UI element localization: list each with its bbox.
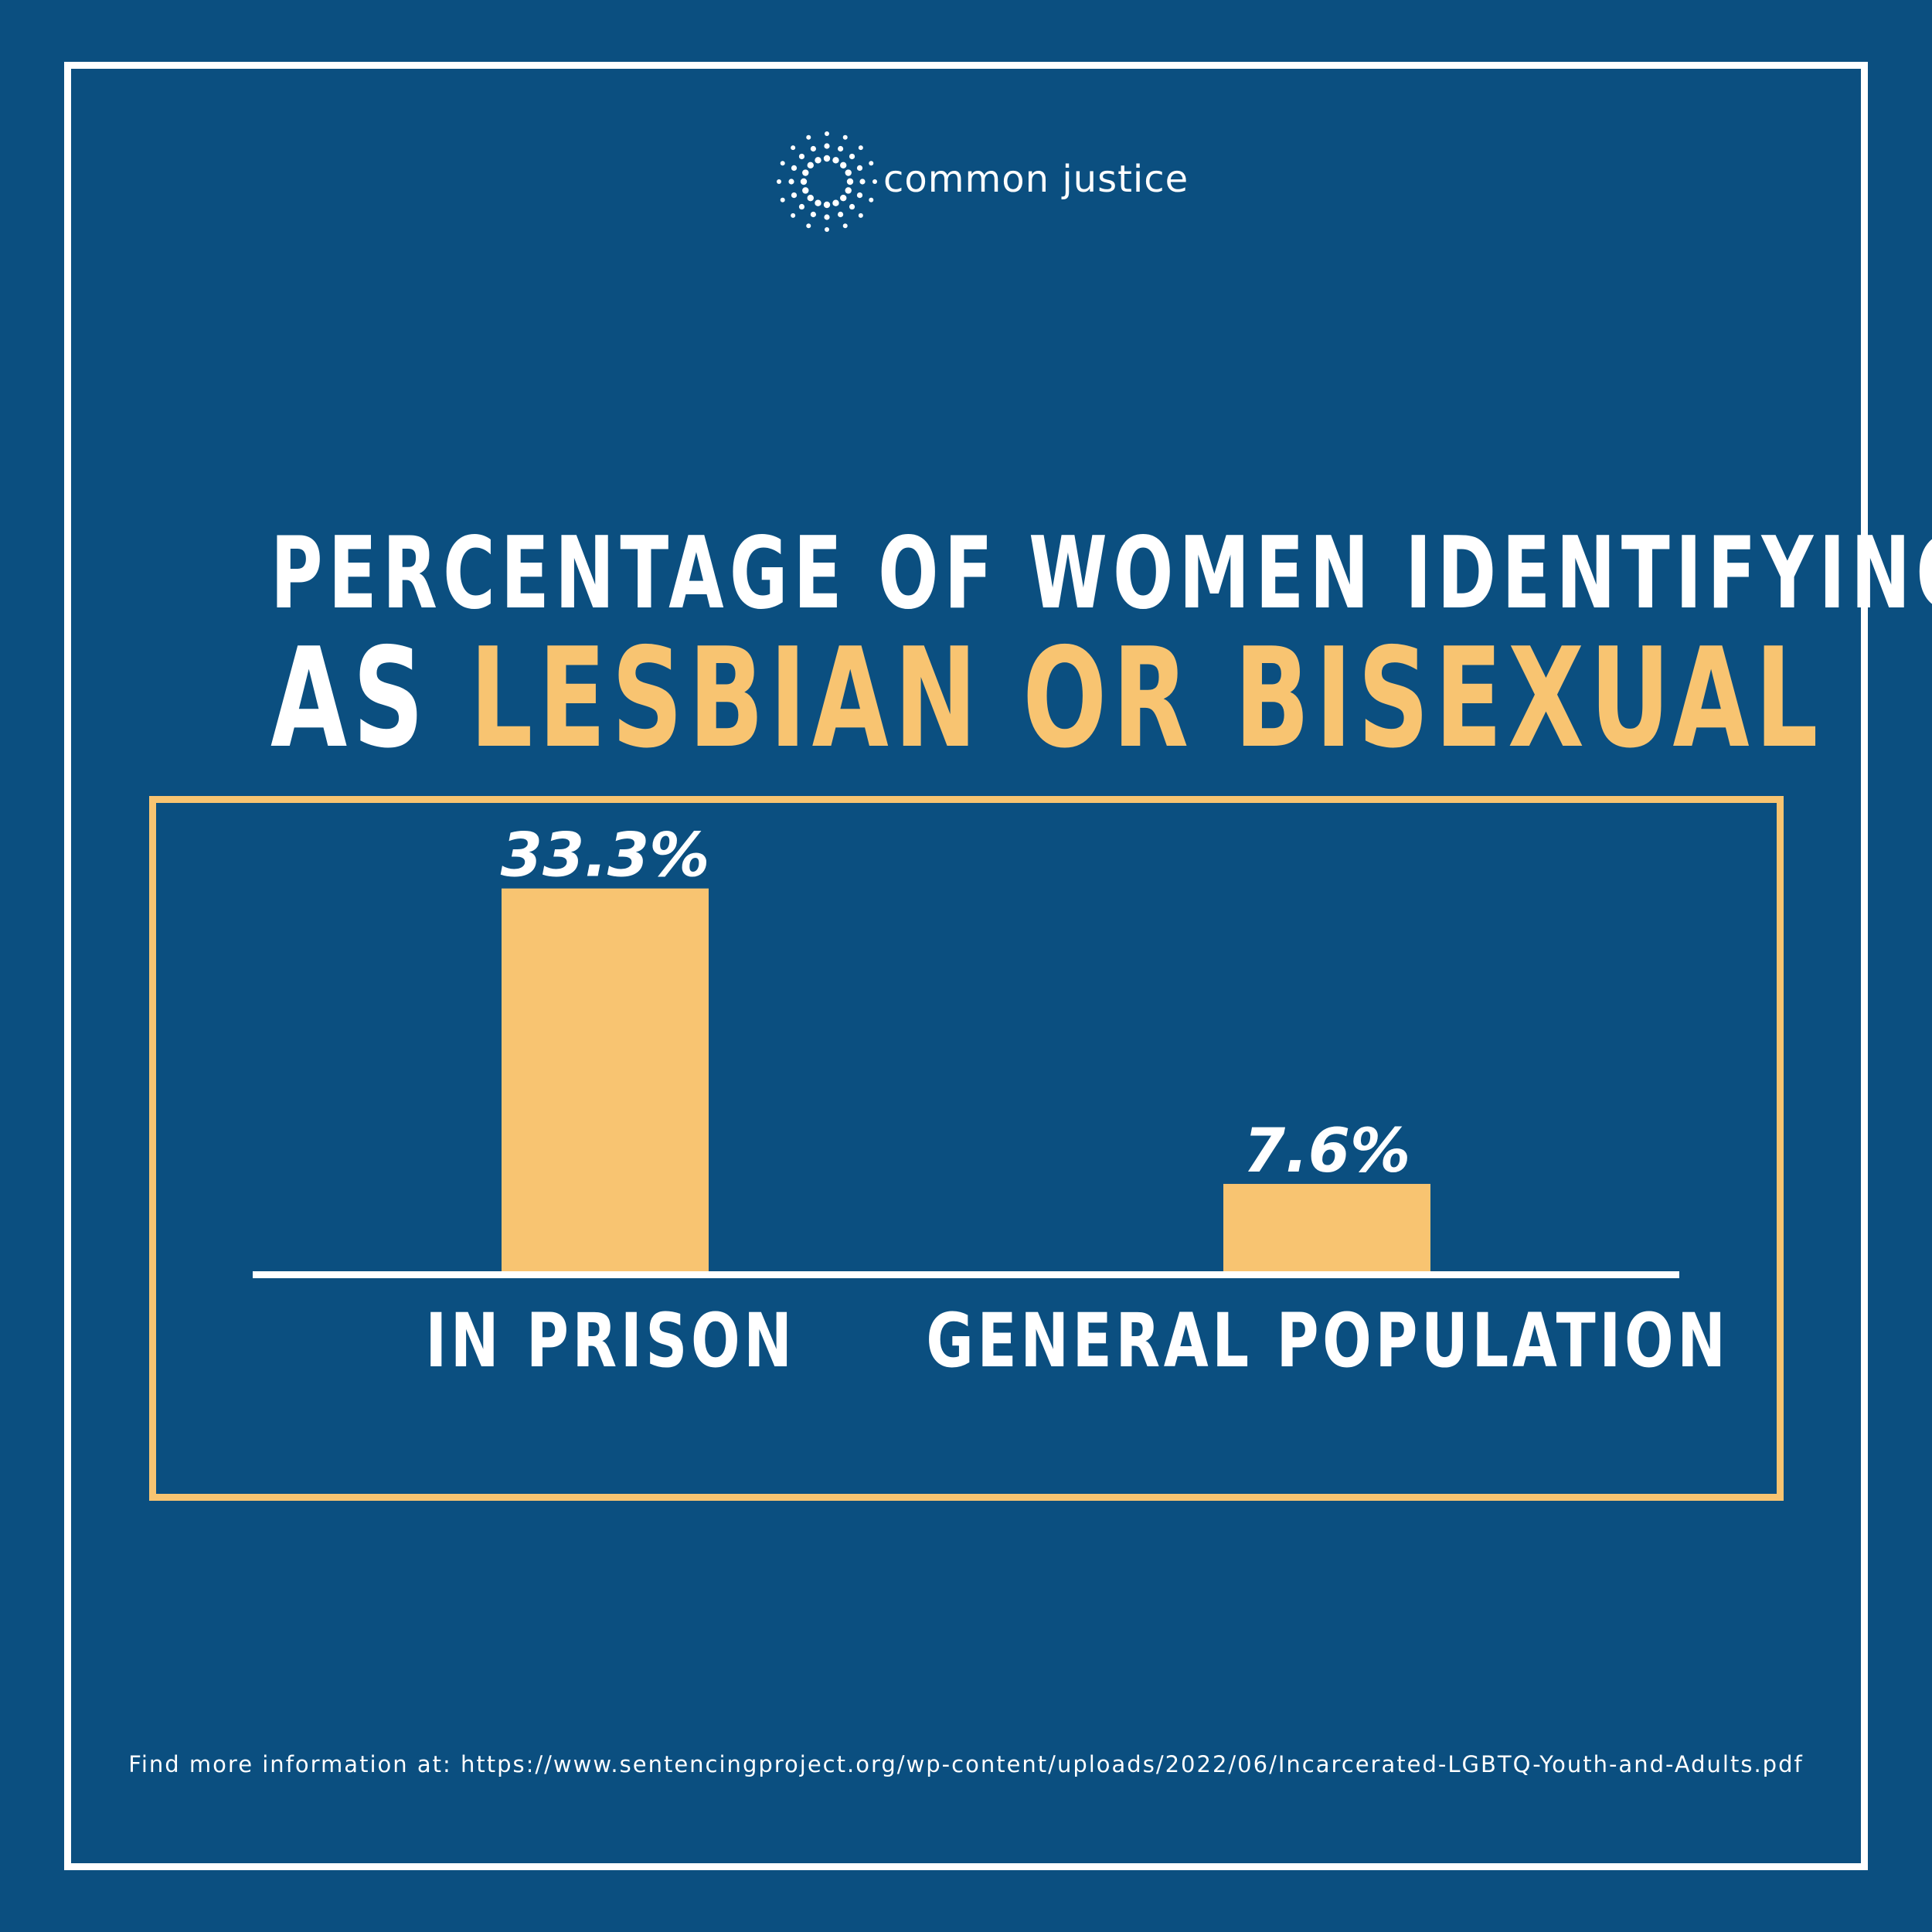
logo-dot xyxy=(823,155,831,162)
logo-dot xyxy=(802,169,809,176)
logo-dot xyxy=(849,153,855,160)
logo-dot xyxy=(806,223,811,229)
logo-dot xyxy=(869,197,874,202)
source-footnote: Find more information at: https://www.se… xyxy=(128,1751,1804,1777)
starburst-dots-icon xyxy=(777,131,877,232)
logo-dot xyxy=(824,214,830,220)
logo-dot xyxy=(825,131,829,136)
logo-dot xyxy=(845,187,852,194)
logo-dot xyxy=(858,213,863,218)
logo-dot xyxy=(823,201,831,209)
logo-dot xyxy=(842,134,848,140)
chart-title-line2: AS LESBIAN OR BISEXUAL xyxy=(270,618,1818,778)
logo-dot xyxy=(780,161,785,166)
chart-title-highlight: LESBIAN OR BISEXUAL xyxy=(469,618,1824,778)
logo-dot xyxy=(802,187,809,194)
logo-dot xyxy=(810,211,816,218)
logo-dot xyxy=(846,178,854,185)
logo-dot xyxy=(810,145,816,152)
logo-dot xyxy=(780,197,785,202)
logo-dot xyxy=(815,157,821,164)
logo-dot xyxy=(791,213,796,218)
logo-dot xyxy=(856,192,863,199)
logo-dot xyxy=(858,145,863,151)
logo-dot xyxy=(856,165,863,171)
logo-dot xyxy=(849,203,855,210)
logo-dot xyxy=(791,192,798,199)
logo-dot xyxy=(824,143,830,149)
logo-dot xyxy=(800,178,808,185)
brand-logo: common justice xyxy=(769,124,1189,240)
logo-dot xyxy=(838,145,844,152)
logo-dot xyxy=(832,157,839,164)
logo-dot xyxy=(832,199,839,206)
logo-dot xyxy=(845,169,852,176)
logo-dot xyxy=(869,161,874,166)
logo-dot xyxy=(798,203,805,210)
logo-dot xyxy=(798,153,805,160)
logo-dot xyxy=(791,145,796,151)
logo-dot xyxy=(842,223,848,229)
logo-dot xyxy=(840,195,847,202)
logo-dot xyxy=(825,227,829,232)
logo-dot xyxy=(838,211,844,218)
logo-dot xyxy=(807,195,814,202)
logo-dot xyxy=(777,179,781,184)
logo-dot xyxy=(807,162,814,168)
outer-frame xyxy=(64,62,1868,1870)
logo-dot xyxy=(815,199,821,206)
chart-title-prefix: AS xyxy=(270,618,470,778)
chart-frame xyxy=(149,796,1784,1501)
logo-dot xyxy=(840,162,847,168)
logo-dot xyxy=(791,165,798,171)
logo-dot xyxy=(806,134,811,140)
brand-name: common justice xyxy=(883,158,1189,201)
logo-dot xyxy=(859,179,866,185)
logo-dot xyxy=(872,179,877,184)
chart-title-line1: PERCENTAGE OF WOMEN IDENTIFYING xyxy=(270,516,1932,631)
logo-dot xyxy=(788,179,794,185)
